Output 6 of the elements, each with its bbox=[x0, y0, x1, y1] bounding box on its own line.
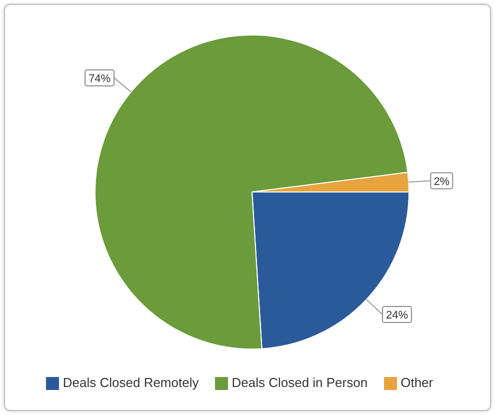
data-label: 2% bbox=[434, 176, 450, 188]
data-label: 24% bbox=[386, 310, 408, 322]
legend-label: Deals Closed in Person bbox=[232, 374, 368, 390]
legend-label: Other bbox=[400, 374, 434, 390]
legend-label: Deals Closed Remotely bbox=[62, 374, 199, 390]
data-label: 74% bbox=[88, 72, 111, 85]
